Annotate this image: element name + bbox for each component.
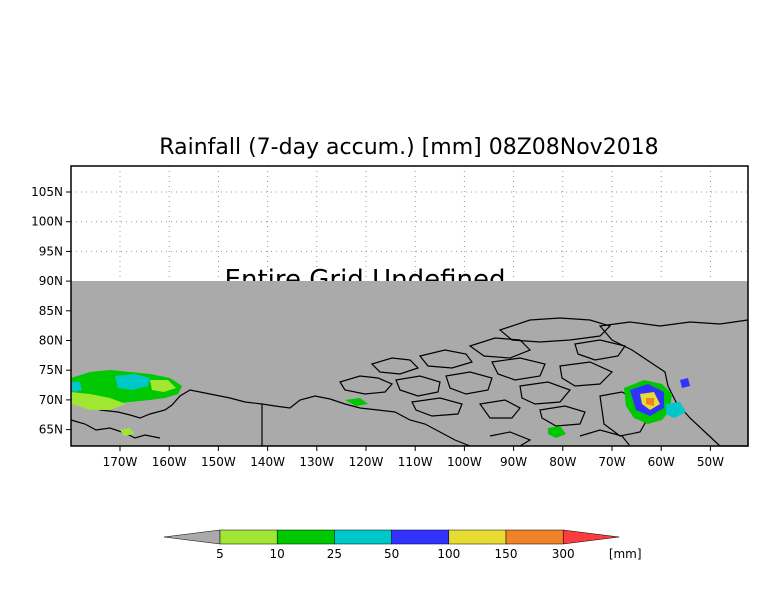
legend-swatch	[448, 529, 507, 545]
grid-lines	[71, 166, 748, 281]
lon-tick-label: 150W	[201, 455, 236, 469]
lat-tick-label: 80N	[39, 334, 63, 348]
lon-tick-label: 130W	[299, 455, 334, 469]
legend-swatch	[334, 529, 392, 545]
lat-tick-label: 65N	[39, 423, 63, 437]
lon-tick-label: 110W	[398, 455, 433, 469]
legend-above-max-arrow	[562, 529, 620, 545]
latitude-axis: 105N 100N 95N 90N 85N 80N 75N 70N 65N	[31, 185, 71, 437]
map-title: Rainfall (7-day accum.) [mm] 08Z08Nov201…	[159, 135, 658, 160]
longitude-axis: 170W 160W 150W 140W 130W 120W 110W 100W 90W 80W 70…	[103, 446, 724, 469]
rain-area-small-b	[548, 426, 566, 438]
legend-below-min-arrow	[163, 529, 221, 545]
legend-tick-label: 50	[384, 547, 399, 561]
lat-tick-label: 75N	[39, 363, 63, 377]
lon-tick-label: 100W	[447, 455, 482, 469]
rain-cluster-east	[666, 402, 686, 418]
rain-area-5-10-east	[150, 380, 176, 392]
lon-tick-label: 80W	[549, 455, 576, 469]
rain-area-small-a	[345, 398, 368, 406]
map-frame	[70, 165, 749, 447]
lat-tick-label: 85N	[39, 304, 63, 318]
lon-tick-label: 120W	[349, 455, 384, 469]
rain-cluster-speck	[680, 378, 690, 388]
lon-tick-label: 90W	[500, 455, 527, 469]
legend-tick-label: 25	[327, 547, 342, 561]
legend-tick-label: 300	[552, 547, 575, 561]
lon-tick-label: 140W	[250, 455, 285, 469]
rainfall-patches	[71, 370, 690, 438]
legend-tick-label: 150	[495, 547, 518, 561]
lon-tick-label: 50W	[697, 455, 724, 469]
legend-swatch	[505, 529, 564, 545]
rain-area-25-50-west	[71, 382, 82, 392]
lat-tick-label: 95N	[39, 244, 63, 258]
legend-tick-label: 10	[270, 547, 285, 561]
lon-tick-label: 170W	[103, 455, 138, 469]
lat-tick-label: 70N	[39, 393, 63, 407]
lon-tick-label: 160W	[152, 455, 187, 469]
legend-tick-label: 100	[437, 547, 460, 561]
lat-tick-label: 90N	[39, 274, 63, 288]
legend-unit-label: [mm]	[609, 547, 642, 561]
legend-swatch	[219, 529, 278, 545]
legend-swatch	[276, 529, 335, 545]
lon-tick-label: 70W	[598, 455, 625, 469]
lat-tick-label: 105N	[31, 185, 63, 199]
legend-tick-label: 5	[216, 547, 224, 561]
legend-swatch	[391, 529, 450, 545]
lon-tick-label: 60W	[648, 455, 675, 469]
rain-area-25-50	[115, 374, 150, 390]
rain-cluster-150-300	[646, 398, 654, 406]
color-legend: 5 10 25 50 100 150 300 [mm]	[163, 529, 642, 561]
lat-tick-label: 100N	[31, 215, 63, 229]
rain-area-small-c	[120, 428, 134, 436]
rain-area-5-10	[71, 392, 126, 410]
